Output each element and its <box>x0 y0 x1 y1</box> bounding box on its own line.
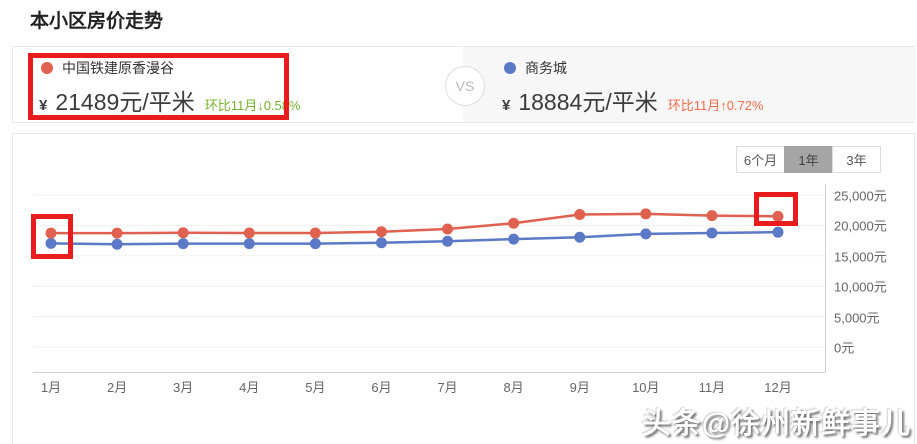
right-currency-symbol: ¥ <box>502 97 511 114</box>
left-price-row: ¥ 21489 元/平米 环比11月↓0.58% <box>39 83 301 117</box>
left-month-over-month-change: 环比11月↓0.58% <box>204 98 301 113</box>
y-axis-tick: 0元 <box>834 340 855 356</box>
series-商务城[interactable] <box>45 226 784 250</box>
y-axis-tick: 5,000元 <box>834 310 880 326</box>
x-axis-tick: 7月 <box>437 380 458 395</box>
x-axis-tick: 12月 <box>764 380 792 395</box>
y-axis-tick: 10,000元 <box>834 279 887 295</box>
vs-badge: VS <box>445 66 485 106</box>
x-axis-tick: 4月 <box>239 380 260 395</box>
left-price-value: 21489 <box>55 89 120 115</box>
x-axis-tick: 5月 <box>305 380 326 395</box>
toutiao-watermark: 头条@徐州新鲜事儿 <box>641 408 911 440</box>
time-range-switcher: 6个月 1年 3年 <box>736 146 881 173</box>
right-community-name: 商务城 <box>525 60 567 76</box>
x-axis-tick: 1月 <box>40 380 62 395</box>
right-month-over-month-change: 环比11月↑0.72% <box>667 98 764 113</box>
y-axis-tick: 20,000元 <box>834 218 887 234</box>
x-axis-tick: 11月 <box>698 380 726 395</box>
right-price-row: ¥ 18884 元/平米 环比11月↑0.72% <box>502 83 764 117</box>
left-price-unit: 元/平米 <box>119 89 195 115</box>
left-community-panel: 中国铁建原香漫谷 ¥ 21489 元/平米 环比11月↓0.58% <box>13 47 463 122</box>
x-axis-tick: 3月 <box>173 380 194 395</box>
left-legend-row: 中国铁建原香漫谷 <box>41 58 174 78</box>
page-title: 本小区房价走势 <box>30 11 164 32</box>
y-axis-tick: 25,000元 <box>834 188 887 204</box>
x-axis-tick: 9月 <box>569 380 590 395</box>
left-currency-symbol: ¥ <box>39 97 48 114</box>
right-community-panel: 商务城 ¥ 18884 元/平米 环比11月↑0.72% <box>463 47 916 122</box>
range-button-2[interactable]: 3年 <box>832 146 881 173</box>
right-price-value: 18884 <box>518 89 583 115</box>
range-button-0[interactable]: 6个月 <box>736 146 785 173</box>
x-axis-tick: 10月 <box>632 380 660 395</box>
highlight-box-december-point <box>754 192 798 226</box>
left-community-name: 中国铁建原香漫谷 <box>62 60 174 76</box>
price-comparison-card: 中国铁建原香漫谷 ¥ 21489 元/平米 环比11月↓0.58% 商务城 ¥ … <box>12 46 916 123</box>
highlight-box-left-community <box>28 53 289 120</box>
series-中国铁建原香漫谷[interactable] <box>45 208 784 239</box>
left-series-dot-icon <box>41 62 53 74</box>
x-axis-tick: 8月 <box>503 380 524 395</box>
range-button-1[interactable]: 1年 <box>784 146 833 173</box>
right-price-unit: 元/平米 <box>582 89 658 115</box>
right-series-dot-icon <box>504 62 516 74</box>
x-axis-tick: 2月 <box>106 380 128 395</box>
x-axis-tick: 6月 <box>371 380 392 395</box>
highlight-box-january-points <box>31 214 73 259</box>
y-axis-tick: 15,000元 <box>834 249 887 265</box>
right-legend-row: 商务城 <box>504 58 567 78</box>
